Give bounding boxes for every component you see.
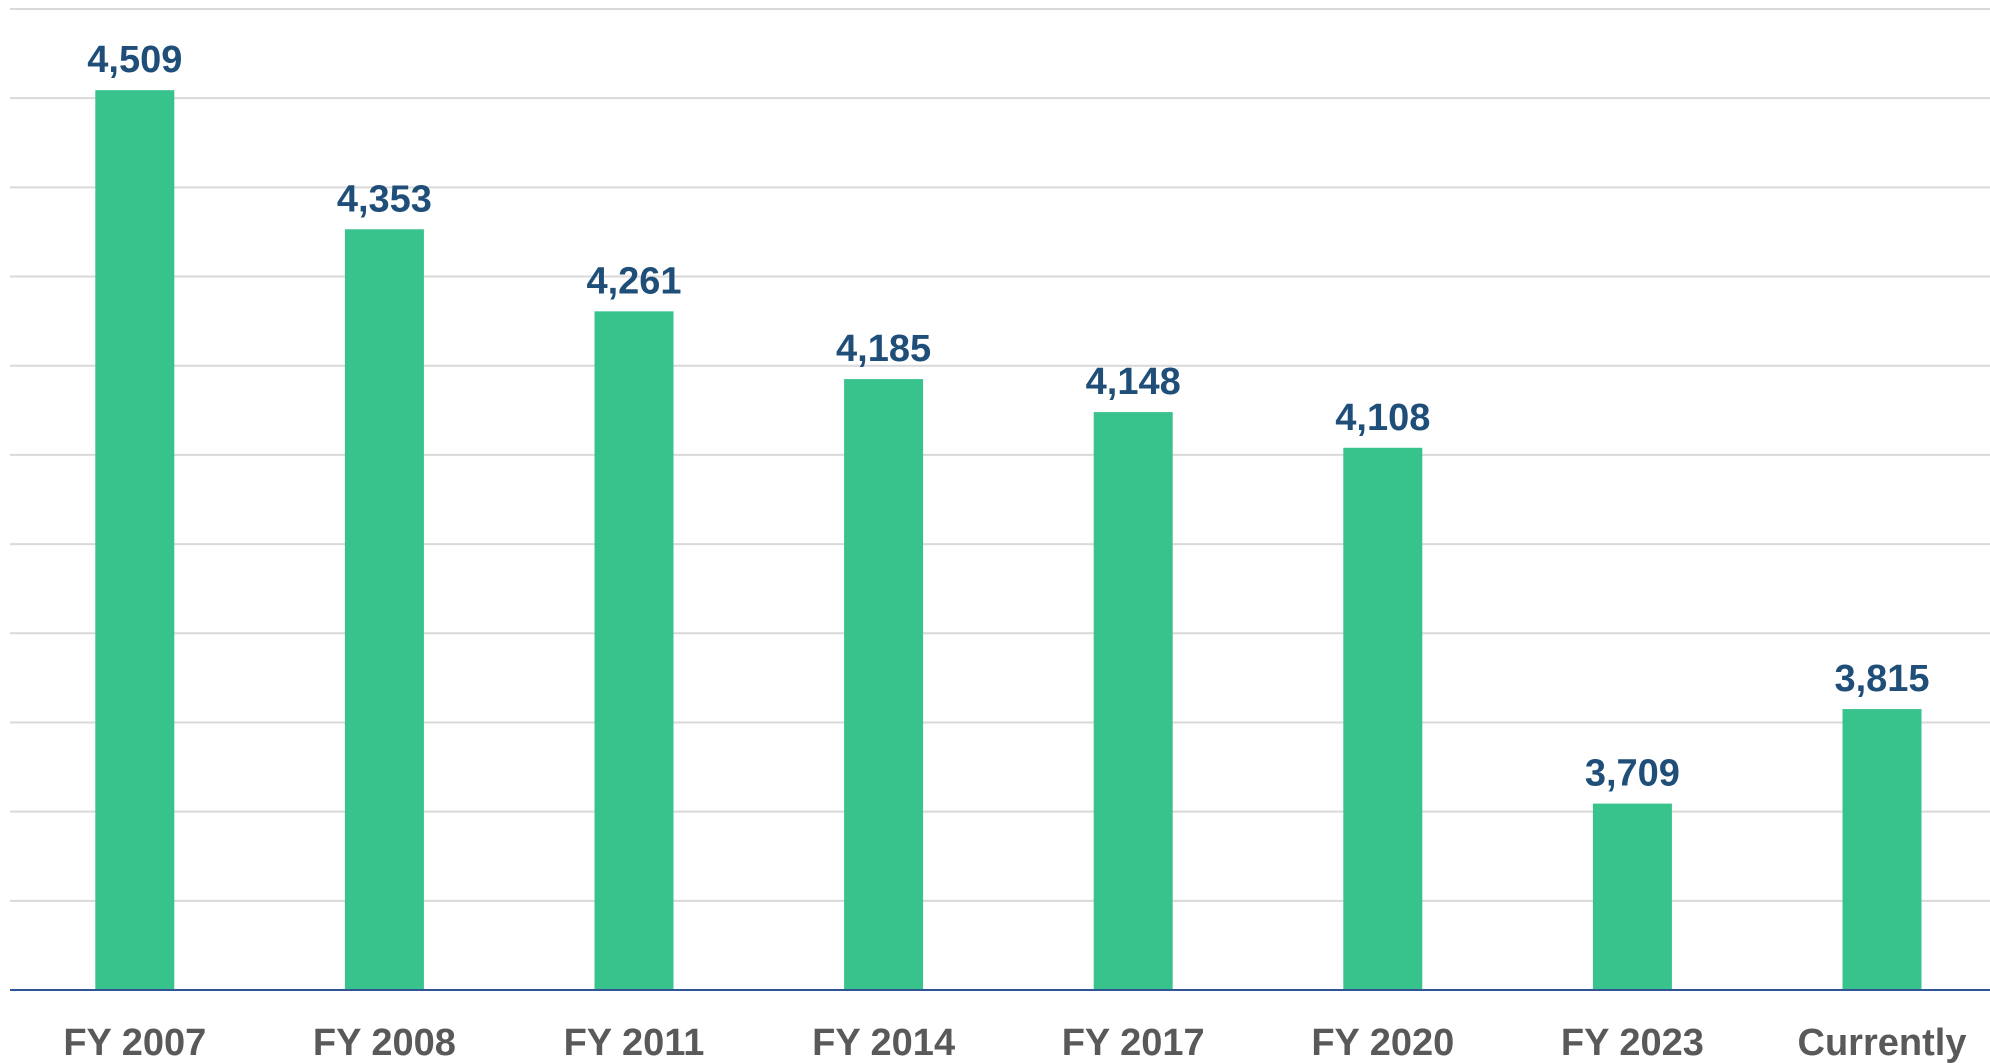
value-label: 4,185	[836, 328, 931, 370]
value-label: 3,709	[1585, 753, 1680, 795]
value-label: 4,509	[87, 39, 182, 81]
x-tick-label: FY 2017	[1062, 1022, 1205, 1063]
x-tick-label: FY 2023	[1561, 1022, 1704, 1063]
x-tick-label: FY 2020	[1311, 1022, 1454, 1063]
bar	[1592, 803, 1672, 990]
value-label: 3,815	[1834, 658, 1929, 700]
x-tick-label: FY 2008	[313, 1022, 456, 1063]
bar	[844, 379, 924, 990]
x-tick-label: FY 2014	[812, 1022, 955, 1063]
value-label: 4,108	[1335, 397, 1430, 439]
value-label: 4,261	[586, 260, 681, 302]
x-tick-label: FY 2007	[63, 1022, 206, 1063]
bar	[1343, 447, 1423, 990]
bar	[594, 311, 674, 990]
bar	[344, 229, 424, 990]
value-label: 4,353	[337, 178, 432, 220]
value-label: 4,148	[1086, 361, 1181, 403]
x-tick-label: Currently	[1798, 1022, 1967, 1063]
x-tick-label: FY 2011	[564, 1022, 705, 1063]
bar	[1093, 412, 1173, 990]
bar	[1842, 709, 1922, 990]
bar	[95, 90, 175, 990]
